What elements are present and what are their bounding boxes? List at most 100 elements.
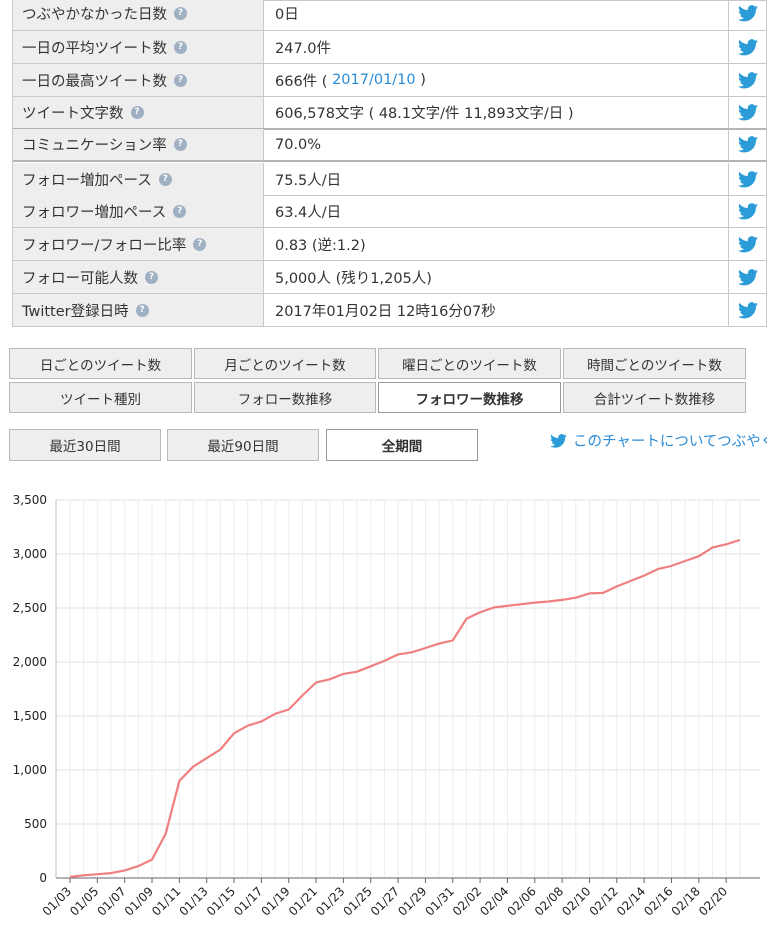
stat-row: 一日の最高ツイート数? 666件 ( 2017/01/10 ) — [12, 64, 767, 97]
chart-tab[interactable]: フォロー数推移 — [194, 382, 376, 413]
stat-row: フォロー増加ペース? 75.5人/日 — [12, 163, 767, 196]
range-button[interactable]: 最近30日間 — [9, 429, 161, 461]
range-button[interactable]: 全期間 — [326, 429, 478, 461]
chart-tab[interactable]: 曜日ごとのツイート数 — [378, 348, 561, 379]
twitter-bird-icon — [738, 71, 758, 88]
help-icon[interactable]: ? — [193, 237, 207, 251]
y-tick-label: 2,500 — [13, 601, 47, 615]
stat-value: 2017年01月02日 12時16分07秒 — [264, 294, 729, 326]
x-tick-label: 01/23 — [313, 884, 347, 918]
twitter-bird-icon — [738, 268, 758, 285]
stat-label: フォロー可能人数? — [12, 261, 264, 293]
followers-line-chart: 05001,0001,5002,0002,5003,0003,50001/030… — [13, 493, 760, 919]
y-tick-label: 2,000 — [13, 655, 47, 669]
x-tick-label: 01/17 — [231, 884, 265, 918]
stat-label-text: フォロワー/フォロー比率 — [22, 237, 187, 254]
stat-label-text: フォロワー増加ペース — [22, 204, 167, 221]
followers-series-line — [69, 538, 741, 878]
x-tick-label: 02/08 — [532, 884, 566, 918]
stat-label-text: つぶやかなかった日数 — [22, 7, 167, 23]
help-icon[interactable]: ? — [174, 73, 187, 87]
stat-value: 606,578文字 ( 48.1文字/件 11,893文字/日 ) — [264, 97, 729, 128]
tweet-stat-button[interactable] — [729, 294, 767, 326]
tweet-stat-button[interactable] — [729, 129, 767, 160]
twitter-bird-icon — [738, 170, 758, 187]
x-tick-label: 02/10 — [559, 884, 593, 918]
help-icon[interactable]: ? — [174, 7, 187, 20]
tweet-stat-button[interactable] — [729, 228, 767, 260]
stat-label: Twitter登録日時? — [12, 294, 264, 326]
y-tick-label: 3,500 — [13, 493, 47, 507]
x-tick-label: 01/25 — [341, 884, 375, 918]
tweet-stat-button[interactable] — [729, 31, 767, 63]
stat-label: フォロー増加ペース? — [12, 163, 264, 195]
range-button[interactable]: 最近90日間 — [167, 429, 319, 461]
x-tick-label: 01/15 — [204, 884, 238, 918]
x-tick-label: 01/27 — [368, 884, 402, 918]
stat-row: フォロワー増加ペース? 63.4人/日 — [12, 195, 767, 228]
twitter-bird-icon — [738, 136, 758, 153]
twitter-bird-icon — [738, 38, 758, 55]
x-tick-label: 01/03 — [40, 884, 74, 918]
y-tick-label: 1,000 — [13, 763, 47, 777]
x-tick-label: 01/21 — [286, 884, 320, 918]
stats-left-border — [12, 0, 13, 326]
stat-value: 70.0% — [264, 129, 729, 160]
stat-value-text: 63.4人/日 — [275, 204, 342, 221]
help-icon[interactable]: ? — [173, 204, 187, 218]
y-tick-label: 500 — [24, 817, 47, 831]
tweet-stat-button[interactable] — [729, 0, 767, 30]
stat-row: ツイート文字数? 606,578文字 ( 48.1文字/件 11,893文字/日 … — [12, 97, 767, 130]
stat-value-text: 666件 ( — [275, 73, 333, 90]
x-tick-label: 01/13 — [176, 884, 210, 918]
chart-tab[interactable]: 日ごとのツイート数 — [9, 348, 192, 379]
twitter-bird-icon — [738, 5, 758, 22]
stat-value: 0日 — [264, 0, 729, 30]
chart-tab[interactable]: フォロワー数推移 — [378, 382, 561, 413]
stat-row: 一日の平均ツイート数? 247.0件 — [12, 31, 767, 64]
stat-label: 一日の平均ツイート数? — [12, 31, 264, 63]
tweet-stat-button[interactable] — [729, 195, 767, 227]
tweet-stat-button[interactable] — [729, 97, 767, 128]
stat-label-text: フォロー増加ペース — [22, 172, 152, 189]
stat-label-text: 一日の最高ツイート数 — [22, 73, 167, 90]
stat-label-text: Twitter登録日時 — [22, 303, 129, 320]
stat-value-text: 606,578文字 ( 48.1文字/件 11,893文字/日 ) — [275, 106, 574, 122]
y-tick-label: 1,500 — [13, 709, 47, 723]
help-icon[interactable]: ? — [173, 138, 187, 151]
chart-tab[interactable]: ツイート種別 — [9, 382, 192, 413]
twitter-bird-icon — [738, 301, 758, 318]
stat-row: Twitter登録日時? 2017年01月02日 12時16分07秒 — [12, 294, 767, 327]
stat-label-text: フォロー可能人数 — [22, 270, 138, 287]
tweet-stat-button[interactable] — [729, 163, 767, 195]
help-icon[interactable]: ? — [174, 40, 187, 54]
tweet-stat-button[interactable] — [729, 261, 767, 293]
stat-value-text: 0日 — [275, 7, 299, 23]
stat-label-text: コミュニケーション率 — [22, 138, 167, 154]
chart-tab[interactable]: 合計ツイート数推移 — [563, 382, 746, 413]
x-tick-label: 01/29 — [395, 884, 429, 918]
stat-value-link[interactable]: 2017/01/10 — [332, 72, 416, 88]
chart-tab[interactable]: 月ごとのツイート数 — [194, 348, 376, 379]
help-icon[interactable]: ? — [145, 270, 158, 284]
x-tick-label: 02/12 — [587, 884, 621, 918]
stat-label: コミュニケーション率? — [12, 129, 264, 160]
stat-value-text: 247.0件 — [275, 40, 332, 57]
help-icon[interactable]: ? — [135, 303, 149, 317]
stat-value-text: 5,000人 (残り1,205人) — [275, 270, 432, 287]
stat-label: 一日の最高ツイート数? — [12, 64, 264, 96]
stat-value: 75.5人/日 — [264, 163, 729, 195]
stat-value: 247.0件 — [264, 31, 729, 63]
stat-value-tail: ) — [415, 72, 426, 88]
share-chart-label[interactable]: このチャートについてつぶやく — [573, 434, 767, 450]
help-icon[interactable]: ? — [158, 172, 172, 186]
x-tick-label: 02/20 — [696, 884, 730, 918]
stat-value-text: 75.5人/日 — [275, 172, 342, 189]
tweet-stat-button[interactable] — [729, 64, 767, 96]
x-tick-label: 01/31 — [423, 884, 457, 918]
stat-value-text: 2017年01月02日 12時16分07秒 — [275, 303, 496, 320]
stat-value: 0.83 (逆:1.2) — [264, 228, 729, 260]
share-chart-link[interactable]: このチャートについてつぶやく — [550, 430, 767, 451]
help-icon[interactable]: ? — [130, 106, 144, 119]
chart-tab[interactable]: 時間ごとのツイート数 — [563, 348, 746, 379]
